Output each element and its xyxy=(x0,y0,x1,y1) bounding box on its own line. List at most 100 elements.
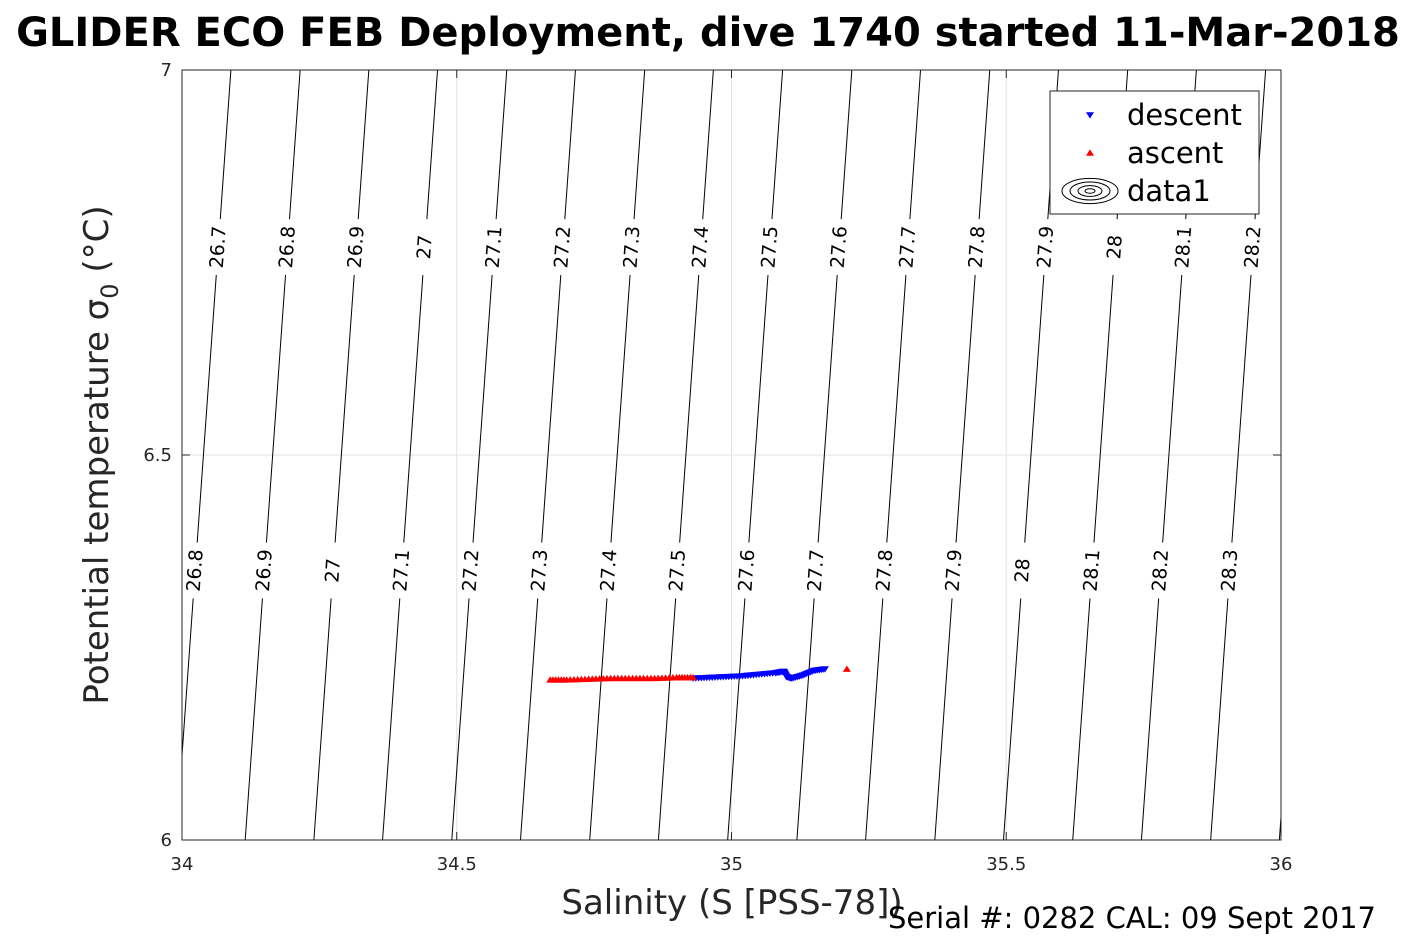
x-tick-label: 35.5 xyxy=(986,854,1026,875)
contour-label-bg xyxy=(666,541,689,600)
isopycnal-line xyxy=(657,70,714,840)
contour-label-bg xyxy=(1011,541,1034,600)
contour-label: 27.3 xyxy=(620,225,645,269)
contour-label-bg xyxy=(1081,541,1103,600)
contour-label-bg xyxy=(528,541,551,600)
contour-label-bg xyxy=(345,218,368,276)
contour-label-bg xyxy=(460,541,483,600)
contour-label: 28 xyxy=(1103,234,1127,260)
serial-cal-footer: Serial #: 0282 CAL: 09 Sept 2017 xyxy=(888,901,1376,935)
contour-label: 26.9 xyxy=(252,549,277,593)
legend-descent-marker xyxy=(1086,112,1094,119)
contour-label: 27.7 xyxy=(895,225,920,269)
contour-label-bg xyxy=(597,541,620,600)
isopycnal-line xyxy=(727,70,784,840)
contour-label-bg xyxy=(368,865,390,922)
contour-label: 27.1 xyxy=(482,225,507,269)
legend-ascent-marker xyxy=(1086,149,1094,156)
contour-label: 27.9 xyxy=(1033,225,1058,269)
contour-label: 26.9 xyxy=(229,872,254,916)
contour-label: 27.1 xyxy=(366,872,391,916)
contour-label-bg xyxy=(276,218,299,276)
descent-point xyxy=(820,666,829,673)
isopycnal-line xyxy=(313,70,370,840)
contour-label: 27.6 xyxy=(827,225,852,269)
x-tick-label: 34 xyxy=(171,854,194,875)
contour-label: 27.3 xyxy=(504,872,529,916)
contour-label: 27 xyxy=(298,881,322,907)
contour-label-bg xyxy=(735,541,758,600)
contour-label-bg xyxy=(413,218,436,276)
contour-label: 27.4 xyxy=(596,549,621,593)
isopycnal-line xyxy=(382,70,439,840)
y-axis-label-subscript: 0 xyxy=(96,283,124,298)
contour-label-bg xyxy=(551,218,574,276)
contour-label: 27.5 xyxy=(757,225,782,269)
ascent-point xyxy=(842,665,851,672)
y-axis-label: Potential temperature σ0 (°C) xyxy=(77,205,124,704)
y-tick-label: 6 xyxy=(161,830,172,851)
y-axis-label-main: Potential temperature σ xyxy=(77,299,117,705)
y-tick-label: 7 xyxy=(161,60,172,81)
contour-label: 28 xyxy=(1011,558,1035,584)
contour-label: 27.2 xyxy=(550,225,575,269)
contour-label: 27.1 xyxy=(389,549,414,593)
contour-label-bg xyxy=(184,541,207,600)
contour-label-bg xyxy=(828,218,851,276)
contour-label-bg xyxy=(390,541,413,600)
series-descent xyxy=(689,666,829,682)
contour-label-bg xyxy=(1218,541,1241,600)
legend-label-descent: descent xyxy=(1127,98,1242,132)
contour-label-bg xyxy=(483,218,506,276)
contour-label-bg xyxy=(805,541,828,600)
contour-label: 27.4 xyxy=(688,225,713,269)
legend-contour-icon xyxy=(1084,188,1096,194)
contour-label: 27.8 xyxy=(965,225,990,269)
contour-label: 27.7 xyxy=(804,549,829,593)
ascent-point xyxy=(689,673,698,681)
contour-label-bg xyxy=(299,865,321,922)
isopycnal-line xyxy=(796,70,853,840)
contour-label: 27.2 xyxy=(435,872,460,916)
isopycnal-line xyxy=(244,70,301,840)
isopycnal-line xyxy=(519,70,576,840)
contour-label-bg xyxy=(506,865,528,922)
chart-title: GLIDER ECO FEB Deployment, dive 1740 sta… xyxy=(16,10,1400,56)
legend-label-data1: data1 xyxy=(1127,174,1211,208)
x-axis-label: Salinity (S [PSS-78]) xyxy=(561,883,902,923)
isopycnal-line xyxy=(865,70,922,840)
contour-label-bg xyxy=(758,218,781,276)
contour-label-bg xyxy=(1149,541,1172,600)
contour-label: 28.3 xyxy=(1217,549,1242,593)
isopycnal-line xyxy=(451,70,508,840)
contour-label-bg xyxy=(230,865,252,922)
contour-label: 27.3 xyxy=(527,549,552,593)
contour-label-bg xyxy=(966,218,989,276)
legend-contour-icon xyxy=(1061,177,1119,205)
contour-label-bg xyxy=(689,218,712,276)
contour-label: 27.5 xyxy=(665,549,690,593)
contour-label: 26.8 xyxy=(183,549,208,593)
contour-label: 28.2 xyxy=(1240,225,1265,269)
legend-label-ascent: ascent xyxy=(1127,136,1223,170)
x-tick-label: 36 xyxy=(1270,854,1293,875)
contour-label: 28.1 xyxy=(1171,225,1196,269)
isopycnal-line xyxy=(934,70,991,840)
contour-label: 28.2 xyxy=(1148,549,1173,593)
isopycnal-line xyxy=(589,70,646,840)
x-tick-label: 35 xyxy=(720,854,743,875)
contour-label: 28.1 xyxy=(1079,549,1104,593)
contour-label-bg xyxy=(1242,218,1264,276)
legend-box xyxy=(1049,90,1260,215)
contour-label: 27 xyxy=(321,558,345,584)
contour-label-bg xyxy=(253,541,276,600)
contour-label-bg xyxy=(1104,218,1127,276)
contour-label: 27.6 xyxy=(734,549,759,593)
contour-label: 27.2 xyxy=(459,549,484,593)
contour-label: 26.7 xyxy=(206,225,231,269)
contour-label-bg xyxy=(896,218,919,276)
legend: descent ascent data1 xyxy=(1049,90,1260,215)
contour-label: 27 xyxy=(413,234,437,260)
isopycnal-line xyxy=(1278,809,1281,840)
